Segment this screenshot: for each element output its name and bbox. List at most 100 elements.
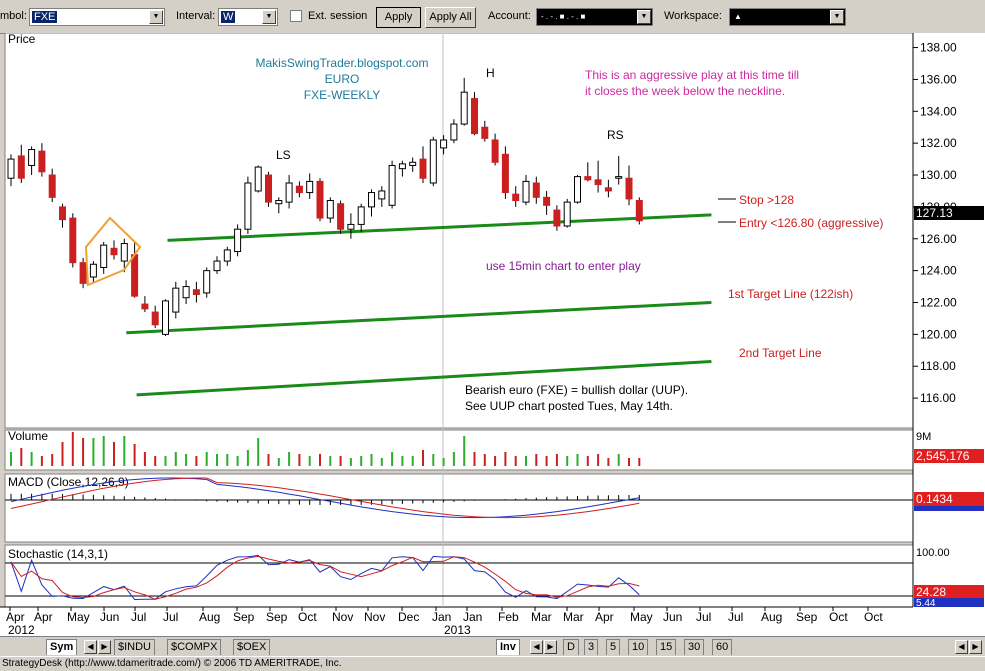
candle-body [79, 262, 87, 284]
candle-body [398, 163, 406, 170]
volume-value-marker [914, 449, 984, 463]
nav-left-icon[interactable]: ◀ [84, 640, 97, 654]
candle-body [89, 263, 97, 278]
tab-indu[interactable]: $INDU [114, 639, 156, 655]
stoch-axis-label: 100.00 [916, 547, 950, 559]
candle-body [265, 174, 272, 203]
candle-body [543, 196, 551, 206]
candle-body [28, 149, 36, 166]
candle-body [182, 286, 190, 299]
price-panel-title: Price [8, 33, 36, 46]
tab-interval-60[interactable]: 60 [712, 639, 733, 655]
x-tick-label: Mar [563, 610, 584, 624]
volume-panel[interactable] [4, 429, 914, 471]
candle-body [244, 182, 252, 230]
candle-body [223, 249, 231, 262]
candle-body [563, 201, 571, 227]
chart-area[interactable]: Price Volume MACD (Close,12,26,9) Stocha… [0, 33, 985, 636]
candle-body [59, 206, 66, 221]
candle-body [285, 182, 293, 203]
candle-body [460, 91, 468, 125]
chevron-down-icon[interactable]: ▼ [262, 10, 276, 24]
candle-body [172, 287, 180, 313]
x-tick-label: Oct [298, 610, 317, 624]
x-tick-label: Oct [864, 610, 883, 624]
candle-body [378, 190, 386, 200]
candle-body [326, 200, 334, 219]
workspace-label: Workspace: [664, 10, 722, 22]
tab-interval-30[interactable]: 30 [684, 639, 705, 655]
x-tick-label: Jul [163, 610, 178, 624]
candle-body [501, 153, 509, 194]
tab-interval-10[interactable]: 10 [628, 639, 649, 655]
candle-body [419, 158, 427, 179]
stop-label: Stop >128 [739, 193, 794, 207]
tab-interval-5[interactable]: 5 [606, 639, 621, 655]
watermark-line-2: EURO [325, 72, 360, 86]
chevron-down-icon[interactable]: ▼ [830, 10, 844, 24]
macd-panel[interactable] [4, 473, 914, 543]
tab-sym[interactable]: Sym [46, 639, 78, 655]
workspace-select[interactable]: ▲ ▼ [729, 8, 846, 26]
chevron-down-icon[interactable]: ▼ [637, 10, 651, 24]
x-tick-label: Sep [266, 610, 288, 624]
trend-line-neckline [167, 213, 712, 242]
candle-body [100, 244, 108, 268]
label-h: H [486, 66, 495, 80]
price-panel[interactable] [4, 33, 914, 429]
status-text: StrategyDesk (http://www.tdameritrade.co… [2, 658, 342, 669]
candle-body [532, 182, 540, 198]
candle-body [120, 243, 128, 262]
ext-session-checkbox[interactable] [290, 10, 302, 22]
tab-oex[interactable]: $OEX [233, 639, 271, 655]
bearish-note-line-1: Bearish euro (FXE) = bullish dollar (UUP… [465, 383, 688, 397]
candle-body [192, 289, 200, 296]
account-value: - . - . ■ . - . ■ [541, 12, 586, 21]
nav-right-icon[interactable]: ▶ [969, 640, 982, 654]
interval-select[interactable]: W ▼ [218, 8, 278, 26]
entry-label: Entry <126.80 (aggressive) [739, 216, 883, 230]
candle-body [162, 300, 169, 335]
apply-button[interactable]: Apply [376, 7, 421, 28]
candle-body [7, 158, 15, 179]
account-label: Account: [488, 10, 531, 22]
candle-body [316, 180, 324, 219]
nav-right-icon[interactable]: ▶ [544, 640, 557, 654]
macd-signal-marker [914, 506, 984, 511]
candle-body [481, 126, 489, 139]
symbol-select[interactable]: FXE ▼ [29, 8, 165, 26]
candle-body [491, 139, 499, 163]
aggressive-note-line-1: This is an aggressive play at this time … [585, 68, 799, 82]
candle-body [337, 203, 345, 230]
apply-all-button[interactable]: Apply All [425, 7, 476, 28]
x-tick-label: Sep [796, 610, 818, 624]
nav-left-icon[interactable]: ◀ [955, 640, 968, 654]
symbol-label: mbol: [0, 10, 27, 22]
x-tick-label: Jul [728, 610, 743, 624]
watermark-line-3: FXE-WEEKLY [304, 88, 380, 102]
ext-session-label: Ext. session [308, 10, 368, 22]
y-tick-label: 134.00 [920, 104, 957, 118]
chevron-down-icon[interactable]: ▼ [149, 10, 163, 24]
stochastic-panel[interactable] [4, 544, 914, 608]
candle-body [471, 98, 478, 135]
nav-right-icon[interactable]: ▶ [98, 640, 111, 654]
tab-compx[interactable]: $COMPX [167, 639, 222, 655]
last-price-label: 127.13 [916, 206, 953, 220]
stoch-second-marker [914, 598, 984, 607]
tab-interval-15[interactable]: 15 [656, 639, 677, 655]
y-tick-label: 126.00 [920, 232, 957, 246]
tab-interval-d[interactable]: D [563, 639, 579, 655]
x-tick-label: Jun [100, 610, 119, 624]
tab-inv[interactable]: Inv [496, 639, 520, 655]
enter-note: use 15min chart to enter play [486, 259, 641, 273]
tab-interval-3[interactable]: 3 [584, 639, 599, 655]
x-tick-label: Mar [531, 610, 552, 624]
x-tick-label: Apr [34, 610, 53, 624]
stoch-value-marker [914, 585, 984, 598]
trend-lines [126, 213, 712, 397]
x-axis-area [0, 607, 985, 636]
nav-left-icon[interactable]: ◀ [530, 640, 543, 654]
account-select[interactable]: - . - . ■ . - . ■ ▼ [536, 8, 653, 26]
candle-body [440, 139, 448, 149]
